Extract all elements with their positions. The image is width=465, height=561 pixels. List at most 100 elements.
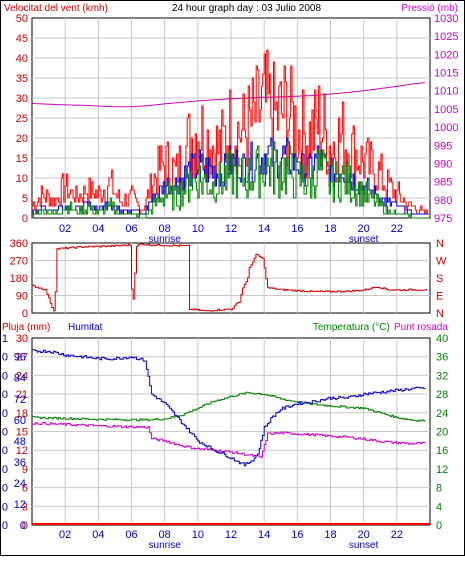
pressure-tick: 975 xyxy=(434,213,452,225)
direction-compass-tick: N xyxy=(436,238,444,250)
pressure-line xyxy=(32,82,426,108)
x-tick-label: 12 xyxy=(225,529,237,541)
humidity-scale-tick: 18 xyxy=(16,408,28,420)
pressure-tick: 1000 xyxy=(434,122,458,134)
pressure-tick: 1015 xyxy=(434,68,458,80)
humidity-scale-tick: 21 xyxy=(16,389,28,401)
x-tick-label: 08 xyxy=(159,529,171,541)
humidity-tick: 84 xyxy=(14,373,26,385)
x-tick-label: 04 xyxy=(92,529,104,541)
rain-tick: 0 xyxy=(2,483,8,495)
x-annotation-label: sunset xyxy=(349,234,379,245)
humidity-tick: 24 xyxy=(14,478,26,490)
rain-tick: 0 xyxy=(2,389,8,401)
pressure-tick: 1030 xyxy=(434,13,458,25)
legend-dewpoint: Punt rosada xyxy=(394,322,448,333)
x-tick-label: 04 xyxy=(92,223,104,235)
humidity-scale-tick: 30 xyxy=(16,333,28,345)
temperature-tick: 28 xyxy=(436,389,448,401)
temperature-series xyxy=(32,349,430,525)
gust-line xyxy=(32,49,429,215)
humidity-tick: 72 xyxy=(14,394,26,406)
humidity-scale-tick: 3 xyxy=(22,501,28,513)
pressure-tick: 985 xyxy=(434,177,452,189)
wind-speed-tick: 50 xyxy=(16,13,28,25)
rain-humidity-axis-labels: 0 00 30 60 90 120 150 180 210 240 271 3001224364860… xyxy=(2,333,28,532)
wind-speed-tick: 15 xyxy=(16,153,28,165)
temperature-hour-labels: 02 04 06 08 10 12 14 16 18 20 22 sunrise sunset xyxy=(59,529,403,551)
x-tick-label: 06 xyxy=(125,529,137,541)
humidity-tick: 36 xyxy=(14,457,26,469)
humidity-scale-tick: 0 xyxy=(22,520,28,532)
pressure-tick: 1020 xyxy=(434,49,458,61)
x-tick-label: 02 xyxy=(59,529,71,541)
chart-title: 24 hour graph day : 03 Julio 2008 xyxy=(172,3,321,14)
temperature-tick: 40 xyxy=(436,333,448,345)
direction-degree-tick: 270 xyxy=(10,256,28,268)
temperature-tick: 20 xyxy=(436,427,448,439)
wind-speed-tick: 35 xyxy=(16,73,28,85)
humidity-line xyxy=(32,349,426,467)
temperature-tick: 32 xyxy=(436,370,448,382)
pressure-tick: 1025 xyxy=(434,31,458,43)
temperature-tick: 16 xyxy=(436,445,448,457)
direction-compass-tick: S xyxy=(436,273,443,285)
temperature-line xyxy=(32,391,426,422)
direction-compass-tick: N xyxy=(436,308,444,320)
wind-speed-axis-title: Velocitat del vent (kmh) xyxy=(4,3,108,14)
pressure-tick: 1005 xyxy=(434,104,458,116)
wind-speed-tick: 40 xyxy=(16,53,28,65)
rain-tick: 1 xyxy=(2,333,8,345)
humidity-tick: 60 xyxy=(14,415,26,427)
legend-rain: Pluja (mm) xyxy=(2,322,50,333)
x-tick-label: 10 xyxy=(192,529,204,541)
pressure-axis-title: Pressió (mb) xyxy=(401,3,458,14)
x-tick-label: 10 xyxy=(192,223,204,235)
direction-series xyxy=(32,243,428,312)
temperature-humidity-panel: 0 00 30 60 90 120 150 180 210 240 271 3001224364860… xyxy=(2,322,448,551)
direction-grid xyxy=(32,243,430,313)
x-tick-label: 08 xyxy=(159,223,171,235)
wind-hour-labels: 02 04 06 08 10 12 14 16 18 20 22 sunrise sunset xyxy=(59,223,403,245)
wind-speed-tick: 25 xyxy=(16,113,28,125)
x-tick-label: 02 xyxy=(59,223,71,235)
humidity-scale-tick: 9 xyxy=(22,464,28,476)
rain-tick: 0 xyxy=(2,352,8,364)
rain-tick: 0 xyxy=(2,370,8,382)
x-tick-label: 20 xyxy=(358,223,370,235)
humidity-tick: 96 xyxy=(14,352,26,364)
humidity-scale-tick: 12 xyxy=(16,445,28,457)
x-tick-label: 18 xyxy=(324,223,336,235)
humidity-tick: 12 xyxy=(14,499,26,511)
x-tick-label: 18 xyxy=(324,529,336,541)
wind-speed-tick: 30 xyxy=(16,93,28,105)
legend-humidity: Humitat xyxy=(68,322,103,333)
rain-tick: 0 xyxy=(2,501,8,513)
x-tick-label: 22 xyxy=(391,529,403,541)
dewpoint-line xyxy=(32,422,426,458)
wind-speed-tick: 20 xyxy=(16,133,28,145)
direction-degree-tick: 0 xyxy=(22,308,28,320)
wind-series xyxy=(32,49,429,219)
direction-degree-labels: 0 90 180 270 360 xyxy=(10,238,28,320)
direction-compass-tick: E xyxy=(436,291,443,303)
temperature-grid xyxy=(32,338,430,525)
x-tick-label: 14 xyxy=(258,529,270,541)
x-tick-label: 16 xyxy=(291,529,303,541)
x-tick-label: 06 xyxy=(125,223,137,235)
humidity-scale-tick: 27 xyxy=(16,352,28,364)
wind-direction-line xyxy=(32,243,428,312)
rain-tick: 0 xyxy=(2,464,8,476)
direction-degree-tick: 360 xyxy=(10,238,28,250)
humidity-tick: 0 xyxy=(20,520,26,532)
direction-degree-tick: 180 xyxy=(10,273,28,285)
temperature-tick: 36 xyxy=(436,352,448,364)
temperature-tick: 12 xyxy=(436,464,448,476)
rain-tick: 0 xyxy=(2,520,8,532)
humidity-scale-tick: 24 xyxy=(16,370,28,382)
pressure-axis-labels: 975 980 985 990 995 1000 1005 1010 1015 1020 1025 1… xyxy=(434,13,458,225)
